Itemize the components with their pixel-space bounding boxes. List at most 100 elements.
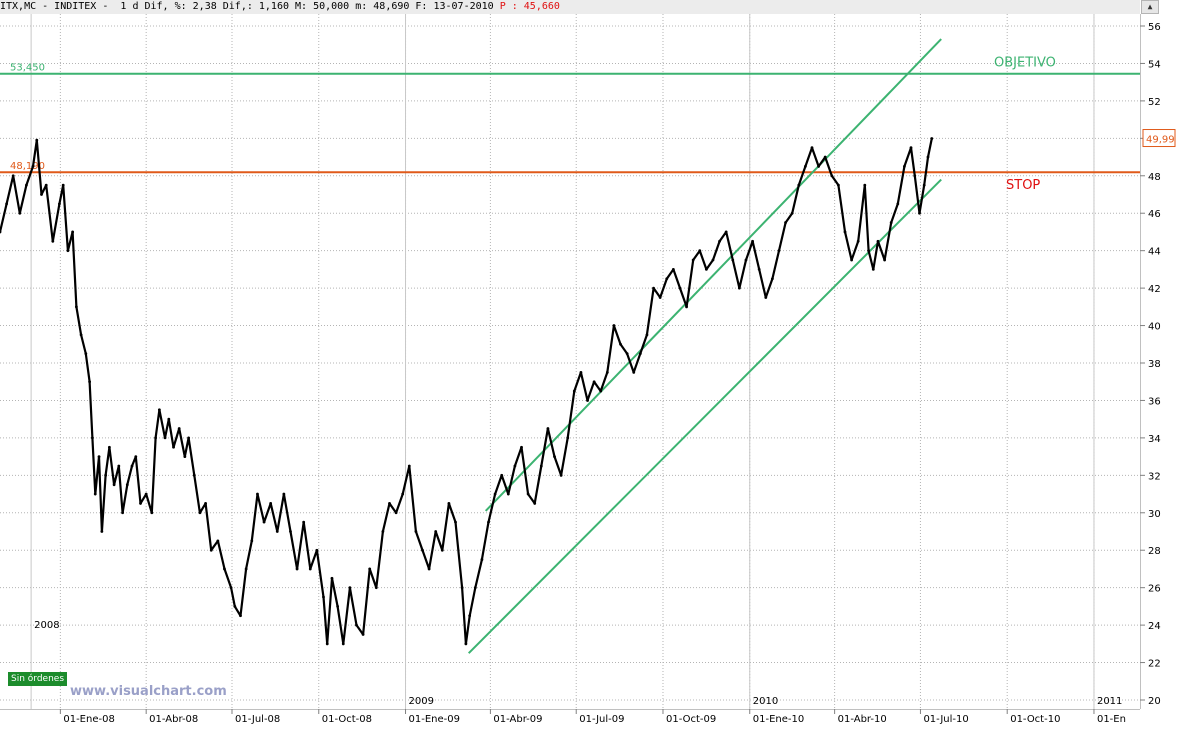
price-point	[177, 427, 181, 430]
price-point	[121, 511, 124, 515]
price-point	[493, 492, 497, 496]
price-point	[790, 211, 794, 215]
price-point	[810, 146, 814, 150]
price-point	[157, 408, 161, 412]
price-point	[612, 324, 616, 327]
price-point	[764, 296, 768, 299]
x-tick-label: 01-Abr-09	[493, 714, 542, 725]
price-point	[922, 183, 926, 187]
price-point	[918, 211, 921, 215]
y-tick-label: 36	[1148, 396, 1161, 407]
price-point	[0, 230, 2, 234]
y-axis: 2022242628303234363840424446485052545649…	[1139, 14, 1200, 709]
x-tick-label: 01-Ene-10	[753, 714, 804, 725]
y-tick-label: 48	[1148, 172, 1161, 183]
x-axis-svg: 01-Ene-08 01-Abr-08 01-Jul-08 01-Oct-08 01-E…	[0, 708, 1140, 725]
chart-svg: 53,450 OBJETIVO 48,190 STOP 2008 2009 2010 2011	[0, 14, 1140, 709]
y-tick-label: 38	[1148, 359, 1161, 370]
price-point	[645, 333, 649, 337]
price-point	[572, 389, 576, 393]
price-point	[671, 267, 675, 271]
price-point	[79, 333, 83, 337]
price-point	[883, 258, 887, 262]
price-point	[239, 614, 242, 618]
x-axis: 01-Ene-08 01-Abr-08 01-Jul-08 01-Oct-08 01-E…	[0, 708, 1200, 726]
year-label: 2011	[1097, 696, 1122, 707]
price-point	[856, 239, 860, 243]
price-point	[480, 558, 484, 561]
price-point	[909, 146, 913, 150]
price-point	[487, 520, 490, 524]
level-annotation: OBJETIVO	[994, 56, 1056, 71]
price-chart[interactable]: 53,450 OBJETIVO 48,190 STOP 2008 2009 2010 2011	[0, 14, 1140, 709]
price-point	[66, 249, 70, 253]
price-point	[250, 539, 254, 543]
price-point	[315, 548, 319, 552]
price-point	[658, 296, 662, 299]
price-point	[421, 548, 424, 552]
price-point	[172, 445, 175, 449]
channel-line	[484, 38, 942, 512]
price-point	[665, 277, 669, 281]
price-point	[863, 183, 867, 187]
price-point	[295, 567, 299, 571]
price-point	[275, 530, 279, 533]
price-point	[691, 258, 695, 262]
price-point	[18, 211, 22, 215]
price-point	[117, 464, 121, 468]
price-point	[244, 567, 248, 571]
y-tick-label: 52	[1148, 97, 1161, 108]
price-point	[500, 473, 504, 477]
up-arrow-icon[interactable]: ▲	[1141, 0, 1159, 14]
price-point	[104, 473, 108, 477]
y-axis-svg: 2022242628303234363840424446485052545649…	[1139, 14, 1176, 709]
channel-line	[468, 178, 942, 654]
y-tick-label: 54	[1148, 59, 1161, 70]
price-point	[183, 455, 187, 459]
y-tick-label: 32	[1148, 471, 1161, 482]
price-point	[88, 380, 91, 384]
price-point	[744, 258, 748, 262]
price-point	[704, 267, 708, 271]
price-point	[325, 642, 329, 646]
price-point	[823, 155, 827, 159]
price-point	[605, 370, 609, 374]
price-point	[468, 614, 472, 618]
price-point	[167, 417, 171, 421]
price-point	[192, 473, 196, 477]
price-point	[460, 586, 464, 590]
price-point	[836, 183, 840, 187]
price-point	[871, 267, 875, 271]
price-point	[625, 352, 629, 356]
y-tick-label: 42	[1148, 284, 1161, 295]
last-price-label: 49,99	[1146, 135, 1175, 146]
status-badge[interactable]: Sin órdenes	[8, 672, 68, 686]
price-point	[150, 511, 154, 515]
x-tick-label: 01-Oct-08	[322, 714, 372, 725]
price-point	[770, 277, 774, 281]
price-point	[31, 165, 35, 168]
price-point	[204, 502, 207, 505]
x-tick-label: 01-Ene-09	[409, 714, 460, 725]
x-tick-label: 01-Oct-09	[666, 714, 716, 725]
year-label: 2008	[34, 620, 59, 631]
price-point	[434, 530, 438, 533]
y-tick-label: 22	[1148, 659, 1161, 670]
price-point	[632, 370, 636, 374]
price-point	[407, 464, 411, 468]
level-value-label: 48,190	[10, 161, 45, 172]
price-point	[40, 193, 43, 196]
y-tick-label: 56	[1148, 22, 1161, 33]
x-tick-label: 01-Oct-10	[1010, 714, 1060, 725]
price-point	[843, 230, 847, 234]
price-point	[896, 202, 900, 206]
price-point	[187, 436, 191, 440]
price-point	[473, 586, 477, 590]
price-point	[341, 642, 345, 646]
price-point	[302, 520, 306, 524]
x-tick-label: 01-Abr-10	[838, 714, 887, 725]
price-point	[539, 464, 543, 468]
price-point	[100, 530, 104, 533]
price-point	[233, 604, 237, 608]
price-point	[930, 137, 934, 140]
